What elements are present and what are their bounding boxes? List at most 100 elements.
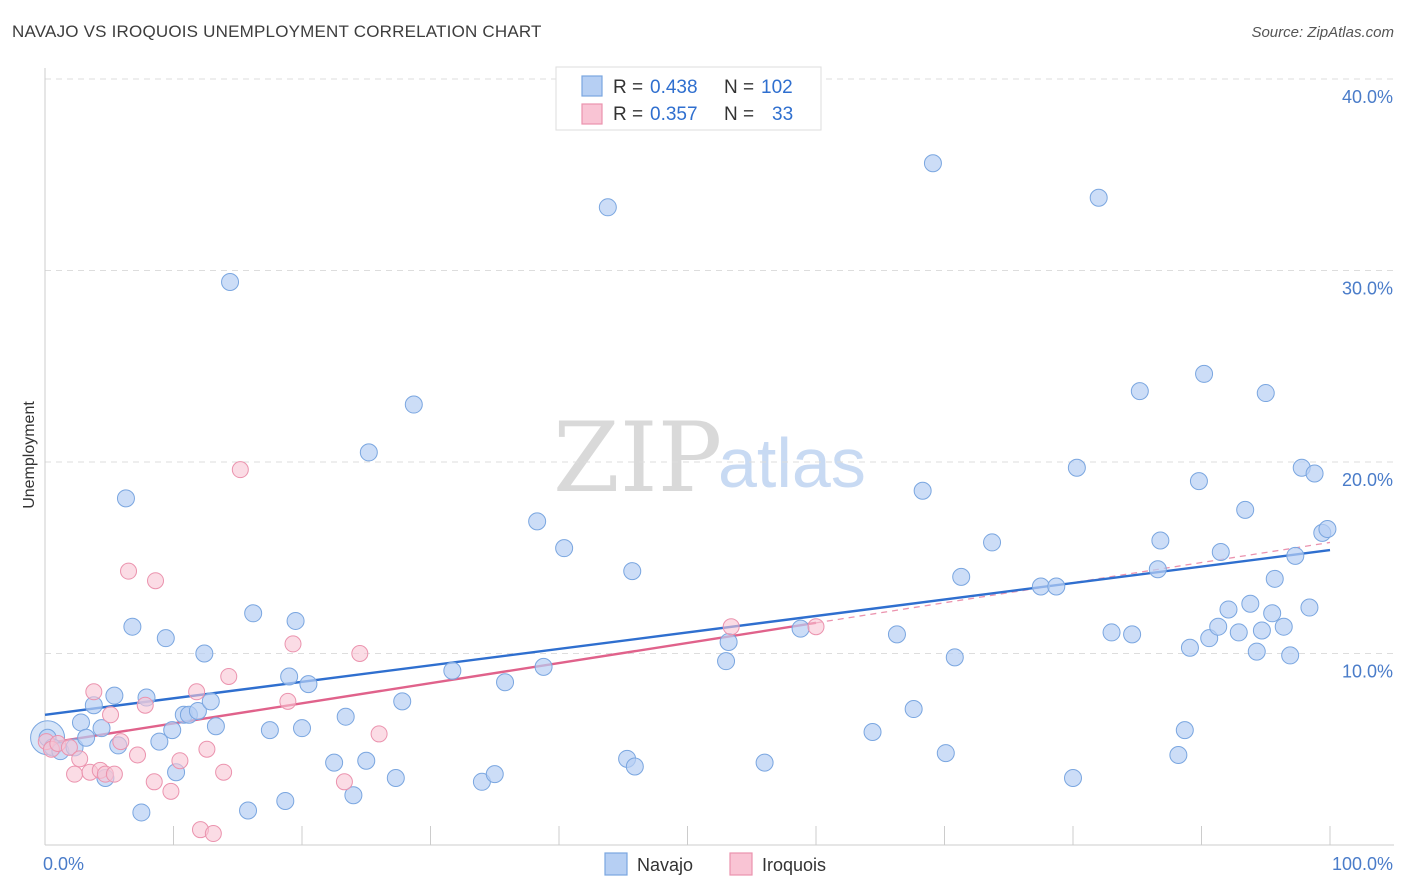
navajo-point: [1274, 617, 1293, 636]
legend-n-value-iroquois: 33: [772, 104, 793, 125]
navajo-point: [1318, 520, 1337, 539]
y-tick-label-20: 20.0%: [1342, 470, 1393, 490]
navajo-point: [325, 753, 344, 772]
navajo-point: [625, 757, 644, 776]
navajo-point: [188, 701, 207, 720]
navajo-point: [404, 395, 423, 414]
iroquois-point: [162, 782, 180, 800]
navajo-point: [244, 604, 263, 623]
y-tick-label-30: 30.0%: [1342, 279, 1393, 299]
legend-r-value-iroquois: 0.357: [650, 104, 698, 125]
navajo-point: [534, 657, 553, 676]
iroquois-point: [722, 618, 740, 636]
iroquois-point: [807, 618, 825, 636]
navajo-point: [1175, 721, 1194, 740]
navajo-point: [260, 721, 279, 740]
navajo-point: [528, 512, 547, 531]
navajo-point: [1102, 623, 1121, 642]
navajo-point: [1031, 577, 1050, 596]
iroquois-point: [335, 773, 353, 791]
iroquois-point: [136, 696, 154, 714]
navajo-point: [1209, 617, 1228, 636]
navajo-point: [77, 728, 96, 747]
iroquois-point: [120, 562, 138, 580]
navajo-point: [1256, 384, 1275, 403]
y-tick-label-40: 40.0%: [1342, 87, 1393, 107]
navajo-point: [623, 562, 642, 581]
watermark: ZIP atlas: [553, 402, 866, 514]
navajo-point: [206, 717, 225, 736]
navajo-point: [286, 611, 305, 630]
navajo-point: [293, 719, 311, 738]
navajo-point: [1263, 604, 1282, 623]
navajo-point: [1169, 745, 1188, 764]
navajo-point: [1241, 594, 1260, 613]
legend-n-label-iroquois: N =: [724, 104, 754, 125]
legend-n-label-navajo: N =: [724, 77, 754, 98]
navajo-point: [719, 633, 738, 652]
navajo-point: [598, 198, 617, 217]
navajo-point: [132, 803, 151, 822]
legend-swatch-iroquois: [581, 103, 603, 125]
navajo-point: [887, 625, 906, 644]
navajo-point: [913, 481, 932, 500]
legend: R = 0.438 N = 102 R = 0.357 N = 33: [555, 66, 822, 131]
navajo-point: [92, 719, 111, 738]
navajo-point: [1211, 543, 1230, 562]
legend-r-label-navajo: R =: [613, 77, 643, 98]
navajo-point: [1067, 458, 1086, 477]
navajo-point: [239, 801, 258, 820]
navajo-point: [359, 443, 378, 462]
navajo-point: [555, 539, 574, 558]
navajo-point: [1180, 638, 1199, 657]
navajo-point: [344, 786, 363, 805]
navajo-point: [1047, 577, 1066, 596]
bottom-legend: Navajo Iroquois: [604, 852, 826, 876]
navajo-point: [717, 652, 736, 671]
iroquois-point: [370, 725, 388, 743]
navajo-point: [791, 619, 810, 638]
y-axis-title: Unemployment: [21, 401, 38, 509]
iroquois-point: [231, 461, 249, 479]
navajo-point: [195, 644, 214, 663]
legend-r-label-iroquois: R =: [613, 104, 643, 125]
navajo-point: [116, 489, 135, 508]
iroquois-point: [188, 683, 206, 701]
navajo-point: [105, 686, 124, 705]
iroquois-point: [198, 740, 216, 758]
navajo-point: [1300, 598, 1319, 617]
navajo-point: [1130, 382, 1149, 401]
navajo-point: [71, 713, 90, 732]
iroquois-point: [284, 635, 302, 653]
iroquois-point: [60, 738, 78, 756]
navajo-point: [983, 533, 1002, 552]
navajo-point: [156, 629, 175, 648]
navajo-point: [1148, 560, 1167, 579]
navajo-point: [936, 744, 955, 763]
x-tick-label-0: 0.0%: [43, 854, 84, 874]
navajo-point: [1229, 623, 1248, 642]
navajo-point: [1195, 364, 1214, 383]
iroquois-point: [66, 765, 84, 783]
chart-title: NAVAJO VS IROQUOIS UNEMPLOYMENT CORRELAT…: [12, 22, 542, 41]
navajo-point: [1123, 625, 1142, 644]
iroquois-trend-extension: [815, 541, 1331, 624]
trendlines: [44, 541, 1331, 745]
navajo-point: [904, 700, 923, 719]
watermark-atlas: atlas: [718, 424, 866, 502]
navajo-point: [150, 732, 169, 751]
bottom-legend-iroquois: Iroquois: [762, 855, 826, 875]
iroquois-point: [204, 825, 222, 843]
iroquois-point: [145, 773, 163, 791]
source-label: Source: ZipAtlas.com: [1251, 24, 1394, 41]
navajo-point: [755, 753, 774, 772]
navajo-point: [1265, 569, 1284, 588]
navajo-point: [393, 692, 412, 711]
navajo-trendline: [44, 548, 1331, 716]
iroquois-point: [129, 746, 147, 764]
navajo-point: [1151, 531, 1170, 550]
watermark-zip: ZIP: [553, 402, 722, 514]
y-tick-label-10: 10.0%: [1342, 662, 1393, 682]
x-tick-label-100: 100.0%: [1332, 854, 1393, 874]
iroquois-point: [85, 683, 103, 701]
